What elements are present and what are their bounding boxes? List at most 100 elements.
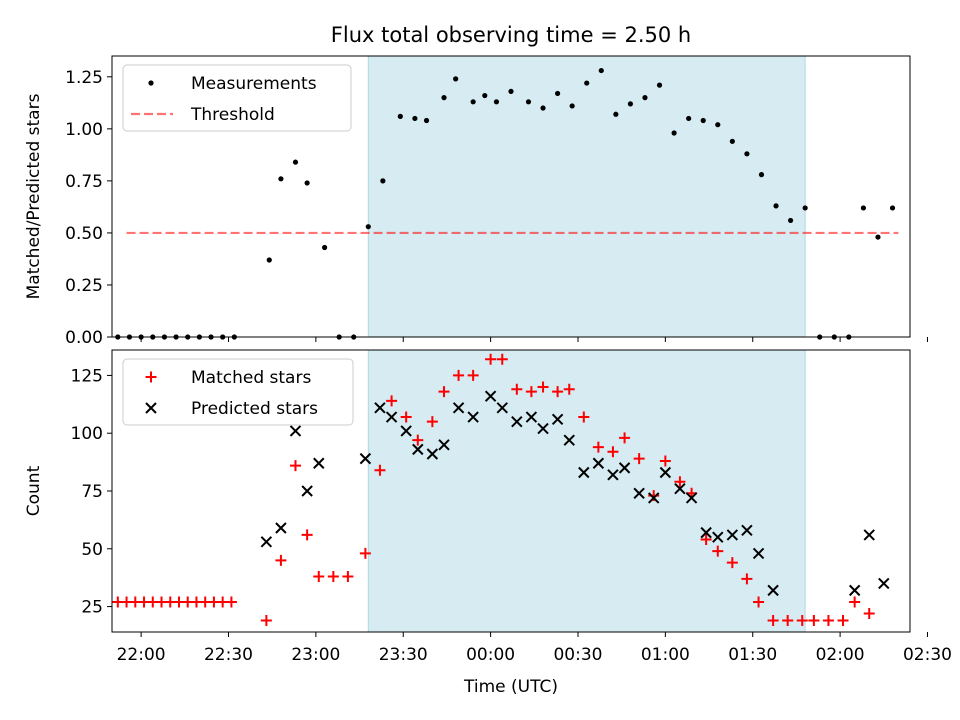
x-tick-label: 00:00 xyxy=(466,645,515,665)
data-point xyxy=(715,122,721,128)
legend-label: Measurements xyxy=(191,74,317,94)
data-point xyxy=(674,482,686,495)
data-point xyxy=(301,529,313,541)
data-point xyxy=(741,573,753,585)
data-point xyxy=(453,369,465,381)
data-point xyxy=(278,176,284,182)
data-point xyxy=(726,529,739,541)
data-point xyxy=(470,99,476,105)
data-point xyxy=(493,99,500,105)
data-point xyxy=(412,434,424,446)
data-point xyxy=(767,614,779,626)
data-point xyxy=(412,115,418,122)
data-point xyxy=(889,205,896,211)
data-point xyxy=(386,395,398,407)
y-tick-label: 50 xyxy=(81,540,103,560)
data-point xyxy=(569,103,575,109)
data-point xyxy=(674,476,686,488)
data-point xyxy=(618,462,631,474)
data-point xyxy=(496,402,508,414)
x-tick-label: 02:30 xyxy=(903,645,952,665)
data-point xyxy=(822,614,834,626)
data-point xyxy=(633,453,645,465)
data-point xyxy=(292,159,299,165)
data-point xyxy=(525,386,537,398)
data-point xyxy=(508,88,514,94)
data-point xyxy=(712,545,724,557)
legend-box xyxy=(122,64,352,132)
shaded-interval xyxy=(368,350,806,632)
data-point xyxy=(438,386,450,398)
data-point xyxy=(796,614,808,626)
data-point xyxy=(563,383,575,395)
x-tick-label: 22:00 xyxy=(117,645,166,665)
data-point xyxy=(438,439,450,451)
data-point xyxy=(453,76,459,82)
data-point xyxy=(423,117,430,124)
data-point xyxy=(496,353,508,365)
data-point xyxy=(511,383,523,395)
data-point xyxy=(374,402,386,414)
data-point xyxy=(700,117,706,124)
y-tick-label: 100 xyxy=(71,424,103,444)
data-point xyxy=(301,485,313,497)
x-tick-label: 01:30 xyxy=(728,645,777,665)
data-point xyxy=(863,608,875,620)
data-point xyxy=(633,487,645,500)
data-point xyxy=(863,529,875,541)
data-point xyxy=(484,390,497,402)
data-point xyxy=(525,99,532,105)
data-point xyxy=(563,434,575,446)
data-point xyxy=(726,557,738,569)
data-point xyxy=(758,172,765,178)
data-point xyxy=(511,415,523,428)
data-point xyxy=(607,446,619,458)
data-point xyxy=(260,536,273,548)
data-point xyxy=(537,422,549,435)
data-point xyxy=(540,105,546,111)
data-point xyxy=(485,353,497,365)
data-point xyxy=(266,257,272,263)
data-point xyxy=(342,571,354,583)
ratio-panel: 0.00 0.25 0.50 0.75 1.00 1.25 Matched/Predicte… xyxy=(24,55,928,348)
data-point xyxy=(467,411,479,423)
legend-label: Matched stars xyxy=(191,368,311,388)
data-point xyxy=(592,457,605,469)
data-point xyxy=(359,547,371,559)
data-point xyxy=(802,205,808,211)
y-tick-label: 1.00 xyxy=(65,120,103,140)
data-point xyxy=(849,596,861,608)
data-point xyxy=(686,115,692,122)
figure-title: Flux total observing time = 2.50 h xyxy=(331,23,691,47)
data-point xyxy=(627,101,634,107)
data-point xyxy=(441,95,447,101)
data-point xyxy=(400,425,412,437)
legend-box xyxy=(122,358,354,426)
x-tick-label: 01:00 xyxy=(641,645,690,665)
data-point xyxy=(400,411,412,423)
data-point xyxy=(659,455,671,467)
data-point xyxy=(275,522,287,534)
data-point xyxy=(878,577,890,590)
data-point xyxy=(782,614,794,626)
data-point xyxy=(551,413,564,426)
legend-label: Predicted stars xyxy=(191,399,318,419)
data-point xyxy=(397,113,403,119)
y-tick-label: 75 xyxy=(81,482,103,502)
data-point xyxy=(700,534,712,546)
data-point xyxy=(426,416,438,428)
data-point xyxy=(659,466,672,479)
y-tick-label: 125 xyxy=(71,366,103,386)
data-point xyxy=(225,596,237,608)
axes-frame xyxy=(111,55,911,338)
data-point xyxy=(537,381,549,393)
data-point xyxy=(875,234,881,240)
data-point xyxy=(327,571,339,583)
data-point xyxy=(642,95,648,101)
data-point xyxy=(260,614,272,626)
data-point xyxy=(656,82,663,88)
data-point xyxy=(380,178,386,184)
data-point xyxy=(275,554,287,566)
data-point xyxy=(729,138,735,144)
data-point xyxy=(619,432,631,444)
